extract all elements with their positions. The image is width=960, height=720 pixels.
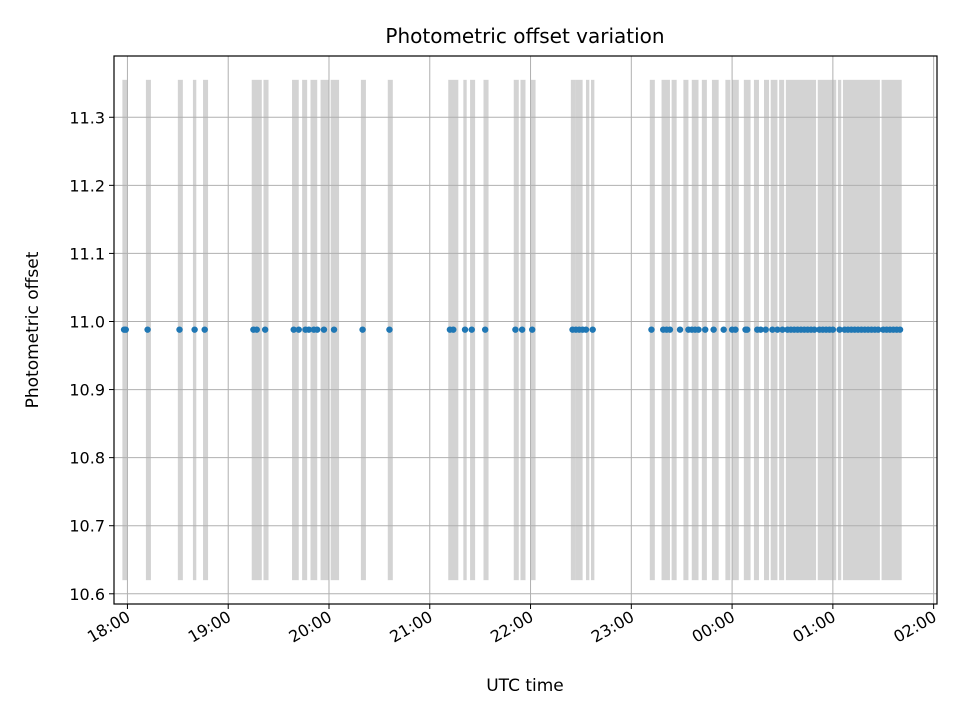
data-point [386,326,393,333]
data-point [896,326,904,333]
data-point [648,326,655,333]
y-tick-label: 10.6 [69,585,105,604]
y-tick-label: 11.2 [69,176,105,195]
y-axis-label: Photometric offset [23,251,43,408]
data-point [829,326,837,333]
data-point [320,326,328,333]
y-tick-label: 10.9 [69,381,105,400]
data-point [201,326,208,333]
data-point [702,326,709,333]
y-tick-label: 11.3 [69,108,105,127]
data-point [176,326,183,333]
data-point [769,326,776,333]
data-point [191,326,198,333]
data-point [529,326,536,333]
plot-area [113,55,938,605]
observation-band [725,79,731,581]
chart-title: Photometric offset variation [385,24,664,48]
observation-band [671,79,677,581]
data-point [811,326,818,333]
y-tick-label: 11.0 [69,312,105,331]
axes-frame [113,55,938,605]
data-point [582,326,590,333]
data-point [314,326,321,333]
data-point [481,326,489,333]
data-point [757,326,764,333]
data-point [732,326,739,333]
data-point [720,326,727,333]
y-tick-label: 10.8 [69,449,105,468]
data-point [875,326,882,333]
data-point [461,326,469,333]
data-point [779,326,786,333]
y-tick-label: 11.1 [69,244,105,263]
data-point [450,326,457,333]
data-point [122,326,129,333]
x-axis-label: UTC time [486,676,564,696]
data-point [290,326,297,333]
data-point [666,326,674,333]
data-point [468,326,475,333]
data-point [330,326,338,333]
y-axis-ticks: 10.6 10.7 10.8 10.9 11.0 11.1 11.2 11.3 [69,108,114,604]
data-point [762,326,769,333]
data-point [253,326,260,333]
data-point [744,326,751,333]
data-point [589,326,596,333]
data-point [512,326,519,333]
data-points [120,326,904,333]
data-point [676,326,684,333]
data-point [295,326,302,333]
data-point [710,326,717,333]
data-point [261,326,269,333]
data-point [305,326,313,333]
data-point [359,326,366,333]
data-point [518,326,526,333]
data-point [774,326,781,333]
data-point [144,326,151,333]
data-point [695,326,702,333]
y-tick-label: 10.7 [69,517,105,536]
data-point [836,326,843,333]
